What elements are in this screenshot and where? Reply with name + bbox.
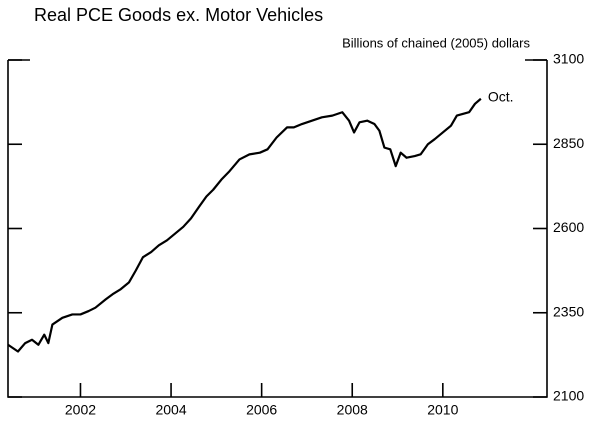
plot-frame: [7, 60, 548, 398]
x-tick-label: 2010: [427, 402, 458, 418]
y-tick-label: 2100: [553, 388, 584, 404]
y-axis-label: Billions of chained (2005) dollars: [342, 35, 530, 50]
y-tick-label: 2850: [553, 135, 584, 151]
line-series: [7, 97, 482, 353]
chart-title: Real PCE Goods ex. Motor Vehicles: [34, 5, 323, 25]
y-tick-label: 2600: [553, 219, 584, 235]
y-tick-label: 2350: [553, 303, 584, 319]
x-tick-label: 2004: [155, 402, 186, 418]
x-tick-label: 2002: [65, 402, 96, 418]
x-tick-label: 2008: [337, 402, 368, 418]
x-tick-label: 2006: [246, 402, 277, 418]
y-tick-label: 3100: [553, 51, 584, 67]
annotation: Oct.: [488, 88, 514, 104]
